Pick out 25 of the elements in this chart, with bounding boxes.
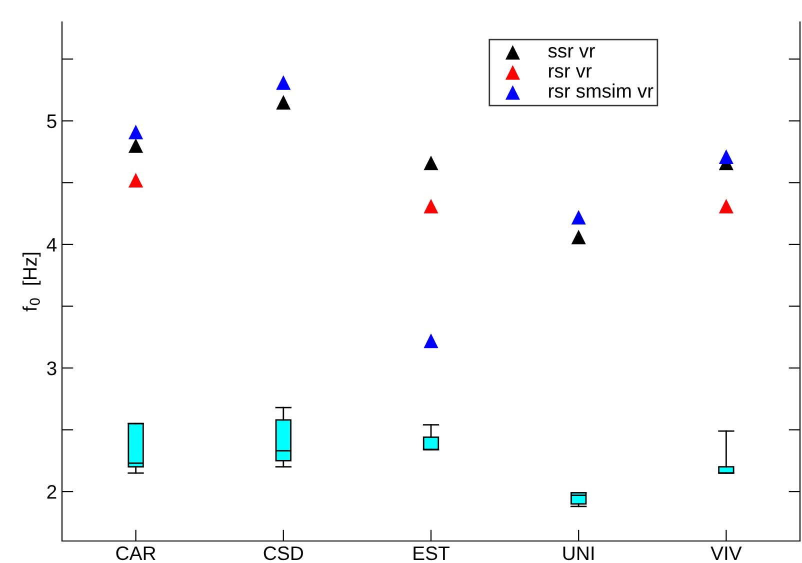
point xyxy=(571,210,586,225)
legend-label: rsr vr xyxy=(549,67,592,78)
point xyxy=(424,334,438,348)
x-tick-label: VIV xyxy=(710,546,742,560)
y-axis-title: f$_{0}$ [Hz] xyxy=(22,252,41,312)
legend-label: ssr vr xyxy=(548,47,595,58)
legend-label: rsr smsim vr xyxy=(549,84,654,98)
point xyxy=(571,230,586,244)
y-tick-label: 2 xyxy=(47,485,56,499)
point xyxy=(128,124,144,140)
point xyxy=(718,198,734,214)
x-tick-label: CSD xyxy=(264,546,303,560)
y-tick-label: 3 xyxy=(47,361,56,376)
point xyxy=(276,75,291,90)
x-tick-label: UNI xyxy=(563,546,594,560)
point xyxy=(424,156,438,170)
y-tick-label: 5 xyxy=(47,114,56,128)
point xyxy=(276,95,291,110)
y-tick-label: 4 xyxy=(46,238,57,252)
point xyxy=(718,149,734,164)
x-tick-label: CAR xyxy=(116,546,156,560)
x-tick-label: EST xyxy=(414,546,450,560)
point xyxy=(128,172,144,188)
point xyxy=(128,138,144,153)
point xyxy=(424,198,438,214)
